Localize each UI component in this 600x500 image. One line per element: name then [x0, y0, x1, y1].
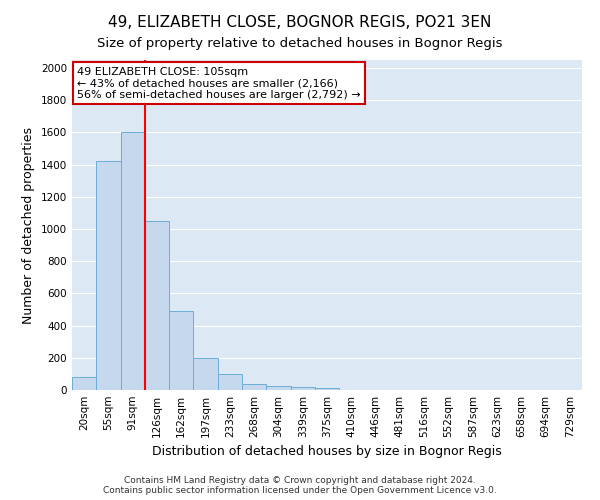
- Bar: [121, 132, 145, 390]
- Text: 49 ELIZABETH CLOSE: 105sqm
← 43% of detached houses are smaller (2,166)
56% of s: 49 ELIZABETH CLOSE: 105sqm ← 43% of deta…: [77, 66, 361, 100]
- Text: Size of property relative to detached houses in Bognor Regis: Size of property relative to detached ho…: [97, 38, 503, 51]
- Text: 49, ELIZABETH CLOSE, BOGNOR REGIS, PO21 3EN: 49, ELIZABETH CLOSE, BOGNOR REGIS, PO21 …: [109, 15, 491, 30]
- Bar: [315, 388, 339, 390]
- Text: Contains HM Land Registry data © Crown copyright and database right 2024.
Contai: Contains HM Land Registry data © Crown c…: [103, 476, 497, 495]
- Bar: [266, 386, 290, 390]
- Y-axis label: Number of detached properties: Number of detached properties: [22, 126, 35, 324]
- X-axis label: Distribution of detached houses by size in Bognor Regis: Distribution of detached houses by size …: [152, 446, 502, 458]
- Bar: [72, 377, 96, 390]
- Bar: [96, 162, 121, 390]
- Bar: [145, 221, 169, 390]
- Bar: [218, 374, 242, 390]
- Bar: [169, 311, 193, 390]
- Bar: [193, 358, 218, 390]
- Bar: [290, 387, 315, 390]
- Bar: [242, 384, 266, 390]
